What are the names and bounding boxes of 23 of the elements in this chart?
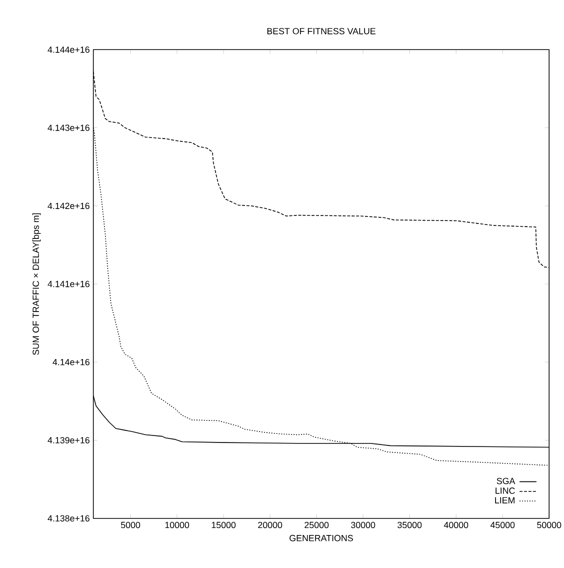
x-tick-label: 45000 <box>490 522 515 528</box>
y-axis-title: SUM OF TRAFFIC × DELAY[bps m] <box>32 213 41 355</box>
y-tick-label: 4.143e+16 <box>48 124 90 131</box>
x-tick-label: 30000 <box>351 522 376 528</box>
x-tick-label: 40000 <box>444 522 468 528</box>
x-tick-label: 20000 <box>258 522 282 528</box>
x-tick-label: 50000 <box>537 522 562 528</box>
legend-label: SGA <box>496 478 516 484</box>
legend-label: LINC <box>496 488 515 494</box>
y-tick-label: 4.144e+16 <box>48 46 90 53</box>
legend-label: LIEM <box>495 497 514 504</box>
chart-title: BEST OF FITNESS VALUE <box>267 28 376 34</box>
x-tick-label: 35000 <box>398 522 422 528</box>
y-tick-label: 4.141e+16 <box>48 280 90 288</box>
y-tick-label: 4.139e+16 <box>48 437 90 444</box>
x-tick-label: 10000 <box>165 522 190 528</box>
x-axis-title: GENERATIONS <box>290 534 353 542</box>
y-tick-label: 4.142e+16 <box>48 202 90 210</box>
x-tick-label: 5000 <box>121 522 140 528</box>
y-tick-label: 4.14e+16 <box>52 358 90 366</box>
x-tick-label: 15000 <box>212 522 236 528</box>
x-tick-label: 25000 <box>304 522 329 528</box>
y-tick-label: 4.138e+16 <box>48 515 90 522</box>
